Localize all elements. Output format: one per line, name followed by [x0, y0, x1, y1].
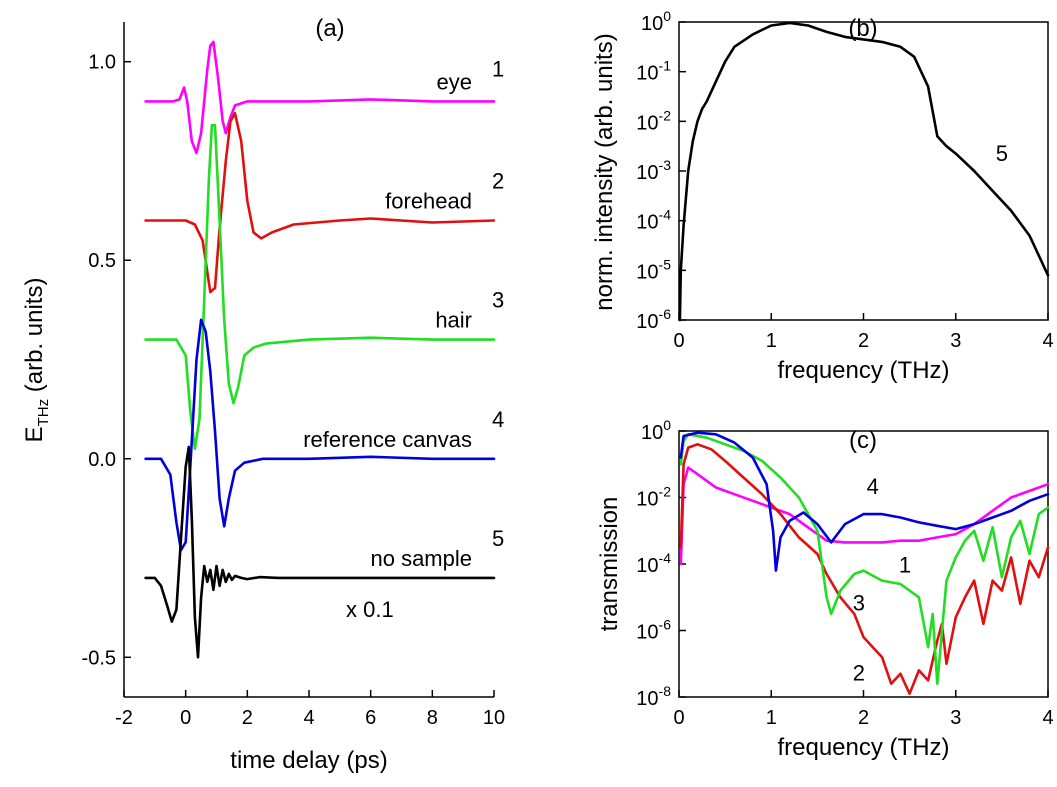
- a-y-tick-label: 0.5: [88, 250, 116, 272]
- c-series-number: 1: [899, 552, 911, 577]
- b-y-tick-label: 100: [641, 8, 671, 35]
- b-y-tick-exponent: -4: [659, 207, 672, 223]
- b-y-tick-base: 10: [641, 13, 663, 35]
- c-y-tick-exponent: -8: [659, 683, 672, 699]
- c-y-tick-exponent: -6: [659, 617, 672, 633]
- b-y-tick-label: 10-6: [636, 306, 671, 333]
- a-scale-note: x 0.1: [346, 597, 394, 622]
- c-series-line-2: [679, 443, 1050, 695]
- b-y-tick-base: 10: [636, 162, 658, 184]
- b-series-number: 5: [996, 141, 1008, 166]
- b-y-tick-label: 10-3: [636, 157, 671, 184]
- b-y-tick-exponent: -1: [659, 58, 672, 74]
- c-x-tick-label: 0: [673, 707, 684, 729]
- a-x-tick-label: 10: [483, 707, 505, 729]
- c-x-tick-label: 3: [950, 707, 961, 729]
- c-series-line-1: [679, 466, 1050, 566]
- a-y-label-sub: THz: [35, 399, 52, 427]
- c-y-tick-exponent: 0: [663, 417, 671, 433]
- a-y-label-rest: (arb. units): [21, 278, 48, 399]
- a-series-number: 1: [492, 56, 504, 81]
- a-x-tick-label: 0: [180, 707, 191, 729]
- b-y-tick-label: 10-4: [636, 207, 671, 234]
- b-y-tick-label: 10-5: [636, 256, 671, 283]
- b-x-tick-label: 4: [1042, 330, 1053, 352]
- c-y-tick-base: 10: [636, 555, 658, 577]
- b-x-tick-label: 1: [766, 330, 777, 352]
- c-y-tick-base: 10: [641, 422, 663, 444]
- c-x-axis-label: frequency (THz): [777, 734, 949, 761]
- c-y-tick-base: 10: [636, 622, 658, 644]
- a-series-number: 4: [492, 407, 504, 432]
- a-series-label: no sample: [370, 546, 472, 571]
- c-y-tick-base: 10: [636, 489, 658, 511]
- b-x-tick-label: 0: [673, 330, 684, 352]
- a-x-tick-label: 8: [427, 707, 438, 729]
- c-y-tick-label: 10-6: [636, 617, 671, 644]
- a-series-number: 3: [492, 288, 504, 313]
- b-y-tick-exponent: -6: [659, 306, 672, 322]
- a-x-tick-label: -2: [115, 707, 133, 729]
- a-series-line-5: [144, 445, 496, 659]
- b-y-tick-exponent: -2: [659, 107, 672, 123]
- b-x-tick-label: 3: [950, 330, 961, 352]
- a-x-tick-label: 2: [242, 707, 253, 729]
- b-y-tick-label: 10-2: [636, 107, 671, 134]
- c-y-tick-base: 10: [636, 688, 658, 710]
- a-series-label: reference canvas: [303, 427, 472, 452]
- c-series-number: 2: [853, 660, 865, 685]
- a-y-tick-label: 1.0: [88, 52, 116, 74]
- a-series-line-4: [144, 318, 496, 552]
- c-x-tick-label: 2: [858, 707, 869, 729]
- b-series-line-5: [678, 21, 1050, 322]
- a-series-number: 5: [492, 526, 504, 551]
- c-y-tick-label: 10-4: [636, 550, 671, 577]
- a-y-tick-label: -0.5: [82, 647, 116, 669]
- b-y-tick-base: 10: [636, 311, 658, 333]
- c-y-tick-exponent: -4: [659, 550, 672, 566]
- c-series-number: 4: [867, 474, 879, 499]
- a-series-label: hair: [435, 308, 472, 333]
- c-series-number: 3: [853, 591, 865, 616]
- c-panel-title: (c): [849, 427, 877, 454]
- a-panel-title: (a): [315, 15, 344, 42]
- b-y-tick-base: 10: [636, 212, 658, 234]
- b-frame: [678, 21, 1049, 321]
- a-y-axis-label: ETHz (arb. units): [21, 278, 52, 443]
- a-y-tick-label: 0.0: [88, 449, 116, 471]
- b-y-tick-exponent: 0: [663, 8, 671, 24]
- b-y-tick-exponent: -5: [659, 256, 672, 272]
- b-y-tick-label: 10-1: [636, 58, 671, 85]
- c-x-tick-label: 1: [766, 707, 777, 729]
- b-y-axis-label: norm. intensity (arb. units): [591, 33, 618, 310]
- a-series-label: forehead: [385, 189, 472, 214]
- c-series-line-4: [679, 431, 1050, 572]
- a-series-label: eye: [437, 69, 472, 94]
- b-y-tick-base: 10: [636, 63, 658, 85]
- a-series-line-3: [144, 123, 496, 451]
- a-series-line-1: [144, 40, 496, 155]
- c-y-tick-label: 100: [641, 417, 671, 444]
- a-x-tick-label: 6: [365, 707, 376, 729]
- b-x-axis-label: frequency (THz): [777, 357, 949, 384]
- a-y-label-main: E: [21, 426, 48, 442]
- c-x-tick-label: 4: [1042, 707, 1053, 729]
- a-series-line-2: [144, 112, 496, 294]
- b-y-tick-base: 10: [636, 112, 658, 134]
- a-x-axis-label: time delay (ps): [230, 747, 387, 774]
- c-y-tick-label: 10-2: [636, 484, 671, 511]
- a-series-number: 2: [492, 169, 504, 194]
- b-y-tick-base: 10: [636, 261, 658, 283]
- b-x-tick-label: 2: [858, 330, 869, 352]
- b-y-tick-exponent: -3: [659, 157, 672, 173]
- a-x-tick-label: 4: [303, 707, 314, 729]
- c-y-tick-exponent: -2: [659, 484, 672, 500]
- c-y-tick-label: 10-8: [636, 683, 671, 710]
- c-y-axis-label: transmission: [596, 497, 623, 632]
